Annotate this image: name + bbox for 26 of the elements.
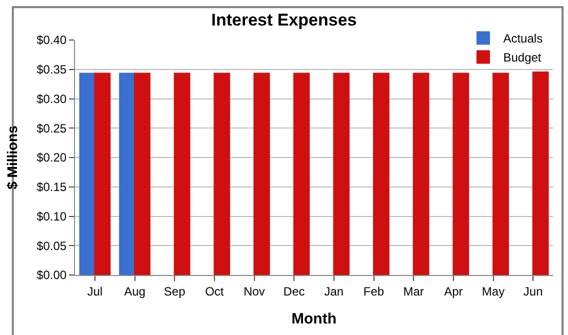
y-tick-label: $0.15: [36, 180, 67, 194]
x-tick-label: Jun: [523, 284, 543, 298]
x-tick-label: Jan: [324, 284, 344, 298]
x-tick-label: Aug: [124, 284, 146, 298]
y-tick-label: $0.40: [36, 33, 67, 48]
x-tick-label: Jul: [87, 284, 103, 298]
x-tick-label: Mar: [403, 284, 424, 298]
x-axis-title: Month: [292, 310, 336, 328]
chart-title: Interest Expenses: [211, 10, 357, 30]
x-tick-label: Nov: [244, 284, 265, 298]
y-tick-label: $0.05: [36, 238, 67, 253]
y-tick-label: $0.30: [36, 92, 67, 106]
x-tick-label: Feb: [363, 284, 384, 298]
x-tick-label: Dec: [283, 284, 305, 298]
y-axis-title: $ Millions: [4, 125, 20, 190]
legend-label: Budget: [503, 50, 542, 65]
y-tick-label: $0.20: [36, 150, 67, 165]
x-tick-label: Oct: [205, 284, 224, 298]
y-tick-label: $0.25: [36, 121, 67, 136]
x-tick-label: Sep: [164, 284, 186, 298]
y-tick-label: $0.10: [36, 209, 67, 224]
x-tick-label: May: [482, 284, 505, 298]
y-tick-label: $0.35: [36, 62, 67, 77]
x-tick-label: Apr: [444, 284, 463, 298]
legend-label: Actuals: [503, 32, 543, 46]
y-tick-label: $0.00: [36, 268, 67, 282]
